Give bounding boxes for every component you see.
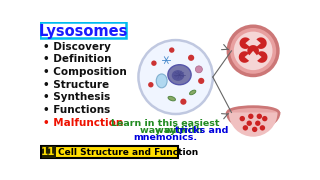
Text: • Structure: • Structure <box>43 80 109 90</box>
Circle shape <box>248 114 253 119</box>
Text: Lysosomes: Lysosomes <box>39 24 128 39</box>
Text: way with: way with <box>155 126 206 135</box>
Circle shape <box>260 125 265 130</box>
Bar <box>225 89 281 112</box>
Text: 11: 11 <box>41 147 56 157</box>
Text: • Composition: • Composition <box>43 67 127 77</box>
Circle shape <box>198 78 204 84</box>
Circle shape <box>255 121 260 126</box>
Text: • Synthesis: • Synthesis <box>43 93 110 102</box>
Ellipse shape <box>168 65 191 85</box>
Ellipse shape <box>168 96 175 101</box>
FancyBboxPatch shape <box>42 146 55 158</box>
Text: way with: way with <box>140 126 191 135</box>
Circle shape <box>148 82 154 87</box>
Wedge shape <box>257 51 268 63</box>
Ellipse shape <box>172 70 184 81</box>
Circle shape <box>243 125 248 130</box>
Ellipse shape <box>228 107 279 118</box>
Circle shape <box>180 99 187 105</box>
Circle shape <box>240 116 245 121</box>
Circle shape <box>169 47 174 53</box>
Circle shape <box>188 55 194 61</box>
Circle shape <box>151 60 156 66</box>
Circle shape <box>252 127 257 132</box>
Circle shape <box>246 121 252 126</box>
Text: Learn in this easiest: Learn in this easiest <box>111 119 220 128</box>
Circle shape <box>196 66 202 73</box>
FancyBboxPatch shape <box>40 22 126 38</box>
Ellipse shape <box>156 74 167 88</box>
Text: mnemonics.: mnemonics. <box>133 133 198 142</box>
Text: • Functions: • Functions <box>43 105 110 115</box>
Wedge shape <box>239 51 249 63</box>
Circle shape <box>234 32 273 70</box>
Ellipse shape <box>189 90 196 95</box>
Circle shape <box>228 26 278 75</box>
Text: Cell Structure and Function: Cell Structure and Function <box>58 148 198 157</box>
Ellipse shape <box>228 96 279 129</box>
Wedge shape <box>229 112 277 137</box>
Text: • Discovery: • Discovery <box>43 42 111 52</box>
Text: • Definition: • Definition <box>43 54 112 64</box>
FancyBboxPatch shape <box>41 146 178 158</box>
Text: tricks and: tricks and <box>175 126 228 135</box>
Text: • Malfunction: • Malfunction <box>43 118 123 128</box>
Wedge shape <box>247 45 259 55</box>
Wedge shape <box>256 37 267 49</box>
Circle shape <box>262 116 268 121</box>
Circle shape <box>257 114 262 119</box>
Circle shape <box>139 40 213 114</box>
Wedge shape <box>240 37 250 49</box>
